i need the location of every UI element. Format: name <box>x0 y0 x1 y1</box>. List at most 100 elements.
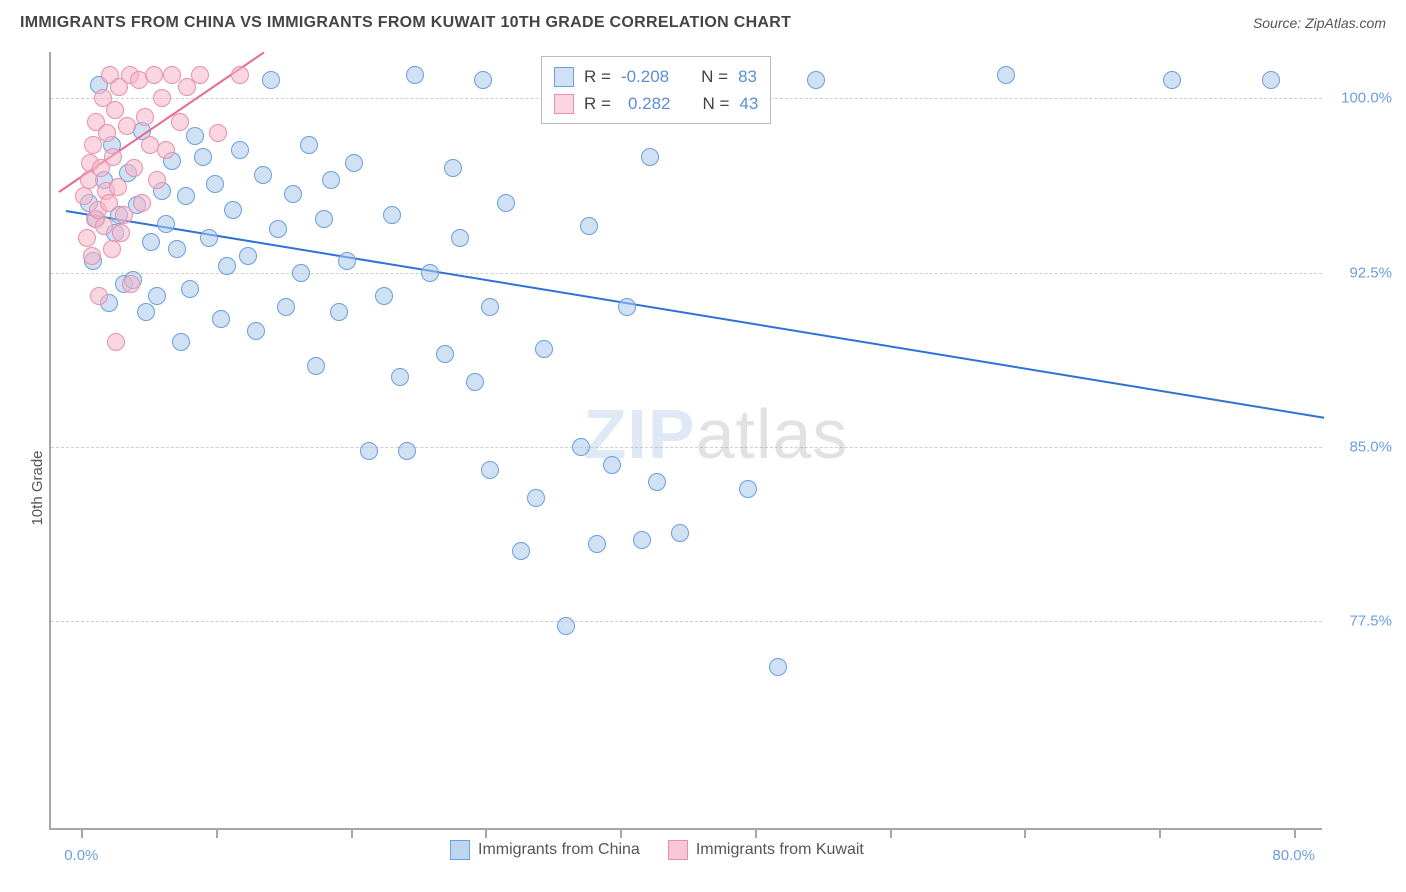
data-point <box>300 136 318 154</box>
data-point <box>315 210 333 228</box>
x-tick-mark <box>1024 828 1026 838</box>
data-point <box>247 322 265 340</box>
source-attribution: Source: ZipAtlas.com <box>1253 15 1386 31</box>
data-point <box>292 264 310 282</box>
data-point <box>739 480 757 498</box>
data-point <box>997 66 1015 84</box>
r-value-china: -0.208 <box>621 63 669 90</box>
data-point <box>125 159 143 177</box>
data-point <box>133 194 151 212</box>
data-point <box>206 175 224 193</box>
data-point <box>481 461 499 479</box>
x-tick-mark <box>1159 828 1161 838</box>
data-point <box>284 185 302 203</box>
data-point <box>122 275 140 293</box>
data-point <box>157 215 175 233</box>
data-point <box>360 442 378 460</box>
data-point <box>1163 71 1181 89</box>
x-tick-label: 0.0% <box>64 847 98 864</box>
x-tick-mark <box>485 828 487 838</box>
x-tick-mark <box>216 828 218 838</box>
swatch-china <box>554 67 574 87</box>
data-point <box>218 257 236 275</box>
data-point <box>172 333 190 351</box>
data-point <box>633 531 651 549</box>
data-point <box>671 524 689 542</box>
data-point <box>497 194 515 212</box>
data-point <box>109 178 127 196</box>
grid-line <box>51 621 1322 622</box>
data-point <box>209 124 227 142</box>
data-point <box>137 303 155 321</box>
data-point <box>527 489 545 507</box>
y-tick-label: 77.5% <box>1332 612 1392 629</box>
data-point <box>481 298 499 316</box>
legend-row-china: R = -0.208 N = 83 <box>554 63 758 90</box>
data-point <box>136 108 154 126</box>
correlation-legend: R = -0.208 N = 83 R = 0.282 N = 43 <box>541 56 771 124</box>
data-point <box>262 71 280 89</box>
grid-line <box>51 273 1322 274</box>
data-point <box>239 247 257 265</box>
data-point <box>186 127 204 145</box>
data-point <box>1262 71 1280 89</box>
r-label: R = <box>584 90 611 117</box>
data-point <box>512 542 530 560</box>
data-point <box>148 287 166 305</box>
legend-row-kuwait: R = 0.282 N = 43 <box>554 90 758 117</box>
data-point <box>535 340 553 358</box>
grid-line <box>51 447 1322 448</box>
data-point <box>398 442 416 460</box>
data-point <box>641 148 659 166</box>
data-point <box>104 148 122 166</box>
data-point <box>83 247 101 265</box>
data-point <box>391 368 409 386</box>
data-point <box>338 252 356 270</box>
data-point <box>212 310 230 328</box>
data-point <box>95 217 113 235</box>
data-point <box>421 264 439 282</box>
data-point <box>406 66 424 84</box>
data-point <box>466 373 484 391</box>
data-point <box>603 456 621 474</box>
data-point <box>648 473 666 491</box>
series-legend: Immigrants from China Immigrants from Kuw… <box>450 840 864 860</box>
data-point <box>322 171 340 189</box>
data-point <box>200 229 218 247</box>
y-tick-label: 85.0% <box>1332 438 1392 455</box>
x-tick-mark <box>81 828 83 838</box>
data-point <box>572 438 590 456</box>
data-point <box>618 298 636 316</box>
data-point <box>345 154 363 172</box>
data-point <box>451 229 469 247</box>
r-label: R = <box>584 63 611 90</box>
data-point <box>103 240 121 258</box>
legend-item: Immigrants from Kuwait <box>668 840 864 860</box>
data-point <box>269 220 287 238</box>
data-point <box>177 187 195 205</box>
data-point <box>75 187 93 205</box>
data-point <box>112 224 130 242</box>
data-point <box>444 159 462 177</box>
data-point <box>171 113 189 131</box>
data-point <box>769 658 787 676</box>
data-point <box>191 66 209 84</box>
data-point <box>330 303 348 321</box>
data-point <box>98 124 116 142</box>
data-point <box>224 201 242 219</box>
data-point <box>277 298 295 316</box>
data-point <box>588 535 606 553</box>
x-tick-mark <box>351 828 353 838</box>
y-tick-label: 92.5% <box>1332 264 1392 281</box>
source-name: ZipAtlas.com <box>1305 15 1386 31</box>
data-point <box>307 357 325 375</box>
data-point <box>78 229 96 247</box>
data-point <box>194 148 212 166</box>
data-point <box>141 136 159 154</box>
data-point <box>118 117 136 135</box>
x-tick-label: 80.0% <box>1272 847 1315 864</box>
legend-label: Immigrants from China <box>478 841 640 859</box>
data-point <box>145 66 163 84</box>
data-point <box>254 166 272 184</box>
data-point <box>557 617 575 635</box>
